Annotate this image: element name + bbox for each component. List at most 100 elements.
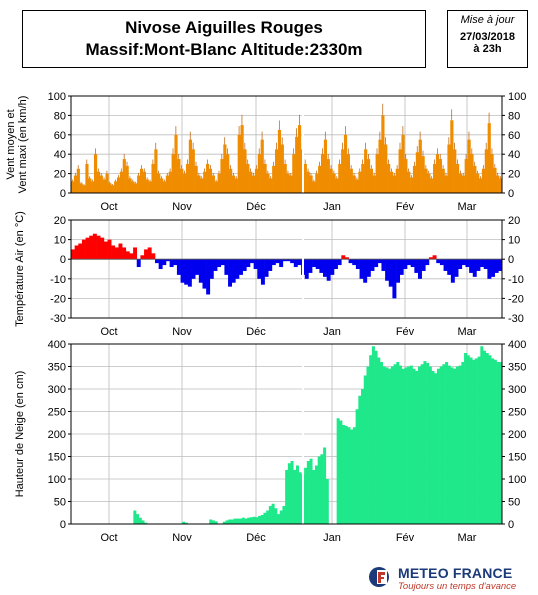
wind-bar	[203, 171, 207, 193]
snow-depth-bar	[304, 467, 308, 524]
snow-depth-bar	[317, 456, 321, 524]
wind-bar	[160, 178, 164, 193]
y-tick-label-left: 10	[54, 235, 66, 247]
snow-depth-bar	[412, 368, 416, 524]
temperature-bar	[443, 259, 448, 271]
wind-bar	[309, 175, 313, 193]
wind-bar	[82, 185, 86, 193]
wind-bar	[269, 178, 273, 193]
temperature-bar	[319, 259, 324, 273]
temperature-bar	[461, 259, 466, 266]
wind-bar	[217, 173, 221, 193]
snow-depth-bar	[233, 518, 237, 524]
temperature-bar	[125, 251, 130, 260]
temperature-bar	[239, 259, 243, 275]
wind-bar	[315, 173, 319, 193]
plot-frame	[70, 95, 503, 194]
wind-bar	[438, 159, 442, 193]
wind-bar	[275, 149, 279, 193]
wind-bar	[312, 181, 316, 193]
wind-bar	[395, 168, 399, 193]
wind-bar	[424, 168, 428, 193]
wind-bar	[297, 125, 302, 193]
snow-depth-bar	[225, 520, 229, 524]
y-tick-label-right: 40	[508, 149, 520, 161]
snow-depth-bar	[499, 362, 503, 524]
temperature-bar	[439, 259, 444, 266]
y-tick-label-left: 250	[48, 407, 66, 419]
temperature-bar	[253, 259, 258, 269]
y-tick-label-left: 100	[48, 91, 66, 103]
x-tick-label: Nov	[172, 201, 192, 213]
wind-bar	[243, 149, 247, 193]
y-tick-label-right: 350	[508, 362, 526, 374]
temperature-bar	[494, 259, 499, 273]
wind-bar	[254, 168, 259, 193]
y-tick-label-right: -10	[508, 274, 524, 286]
wind-bar	[188, 139, 192, 193]
wind-bar	[96, 171, 101, 193]
wind-bar	[387, 163, 391, 193]
temperature-bar	[458, 259, 463, 269]
temperature-bar	[209, 259, 214, 279]
wind-bar	[134, 183, 138, 193]
temperature-bar	[465, 259, 470, 268]
temperature-bar	[417, 259, 422, 279]
temperature-bar	[122, 247, 127, 260]
snow-depth-bar	[266, 510, 270, 524]
y-tick-label-right: 300	[508, 384, 526, 396]
snow-depth-bar	[461, 362, 465, 524]
temperature-bar	[151, 253, 156, 260]
wind-bar	[154, 149, 158, 193]
temperature-bar	[155, 259, 159, 264]
snow-depth-bar	[339, 420, 343, 524]
snow-depth-bar	[309, 458, 313, 524]
snow-depth-bar	[363, 375, 367, 524]
wind-bar	[410, 177, 414, 193]
temperature-bar	[487, 259, 492, 279]
y-tick-label-right: 0	[508, 519, 514, 531]
wind-bar	[369, 168, 373, 193]
temperature-bar	[213, 259, 218, 271]
wind-bar	[116, 177, 121, 193]
temperature-bar	[144, 249, 149, 260]
temperature-bar	[246, 259, 251, 268]
snow-depth-bar	[466, 355, 470, 524]
temperature-bar	[206, 259, 211, 295]
wind-bar	[257, 154, 261, 193]
temperature-bar	[352, 259, 357, 266]
y-tick-label-right: 200	[508, 429, 526, 441]
snow-depth-bar	[464, 353, 468, 524]
temperature-bar	[96, 235, 101, 260]
snow-depth-bar	[472, 359, 476, 524]
temperature-bar	[220, 259, 225, 266]
temperature-bar	[275, 259, 280, 264]
wind-bar	[165, 175, 169, 193]
wind-bar	[458, 173, 463, 193]
snow-depth-bar	[483, 350, 487, 524]
wind-bar	[349, 168, 353, 193]
wind-bar	[171, 154, 175, 193]
temperature-bar	[491, 259, 495, 277]
y-tick-label-right: -30	[508, 313, 524, 325]
wind-bar	[407, 171, 411, 193]
wind-bar	[392, 175, 396, 193]
y-tick-label-right: 20	[508, 169, 520, 181]
wind-bar	[111, 185, 115, 193]
snow-depth-bar	[493, 359, 497, 524]
snow-depth-bar	[450, 367, 454, 524]
temperature-bar	[308, 259, 313, 273]
snow-depth-bar	[184, 522, 188, 524]
snow-depth-bar	[211, 520, 215, 524]
temperature-bar	[217, 259, 222, 268]
snow-depth-bar	[352, 427, 356, 524]
wind-bar	[137, 175, 141, 193]
temperature-bar	[224, 259, 229, 275]
snow-depth-bar	[279, 510, 283, 524]
wind-bar	[398, 149, 402, 193]
temperature-bar	[476, 259, 481, 271]
wind-bar	[260, 139, 264, 193]
y-tick-label-right: 0	[508, 188, 514, 200]
wind-bar	[191, 149, 195, 193]
temperature-bar	[450, 259, 455, 283]
